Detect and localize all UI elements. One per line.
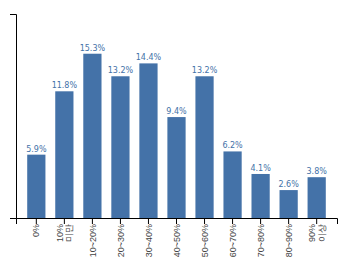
x-tick-mark: [288, 218, 289, 224]
x-tick: 70~80%: [256, 218, 266, 257]
bar: [167, 117, 185, 218]
x-tick-mark: [120, 218, 121, 224]
y-axis-line: [10, 15, 17, 219]
x-tick-mark: [92, 218, 93, 224]
x-tick-label: 10~20%: [88, 224, 98, 257]
x-tick-mark: [176, 218, 177, 224]
x-axis-line: [17, 219, 338, 225]
plot: 0% 10%미만 10~20% 20~30% 30~40% 40~50% 50~60% 60~…: [10, 15, 338, 258]
x-tick-label: 30~40%: [144, 224, 154, 257]
x-tick-label: 70~80%: [256, 224, 266, 257]
data-label: 2.6%: [278, 180, 299, 189]
chart: 0% 10%미만 10~20% 20~30% 30~40% 40~50% 50~60% 60~…: [0, 0, 347, 268]
x-tick-label: 60~70%: [228, 224, 238, 257]
x-tick: 30~40%: [144, 218, 154, 257]
bar: [111, 76, 129, 218]
x-tick: 80~90%: [284, 218, 294, 257]
data-label: 4.1%: [250, 164, 271, 173]
x-tick: 20~30%: [116, 218, 126, 257]
x-tick: 10~20%: [88, 218, 98, 257]
x-axis: 0% 10%미만 10~20% 20~30% 30~40% 40~50% 50~60% 60~…: [17, 218, 338, 257]
x-tick-label: 0%: [31, 224, 41, 237]
bars: [27, 54, 326, 218]
x-tick-mark: [316, 218, 317, 224]
data-label: 13.2%: [108, 66, 134, 75]
data-label: 11.8%: [52, 81, 78, 90]
x-tick-label: 20~30%: [116, 224, 126, 257]
bar: [223, 151, 241, 218]
bar: [139, 63, 157, 218]
bar: [83, 54, 101, 218]
bar: [280, 190, 298, 218]
x-tick-label: 80~90%: [284, 224, 294, 257]
x-tick-label: 40~50%: [172, 224, 182, 257]
bar: [308, 177, 326, 218]
x-tick-label: 90%이상: [307, 224, 327, 242]
bar: [195, 76, 213, 218]
x-tick-mark: [64, 218, 65, 224]
data-labels: 5.9%11.8%15.3%13.2%14.4%9.4%13.2%6.2%4.1…: [26, 44, 327, 189]
x-tick: 10%미만: [55, 218, 75, 242]
data-label: 13.2%: [192, 66, 218, 75]
x-tick: 60~70%: [228, 218, 238, 257]
y-axis: [10, 15, 17, 219]
x-tick-mark: [204, 218, 205, 224]
x-tick-mark: [148, 218, 149, 224]
x-tick-label: 10%미만: [55, 224, 75, 242]
bar: [251, 174, 269, 218]
x-tick-label: 50~60%: [200, 224, 210, 257]
x-tick: 90%이상: [307, 218, 327, 242]
data-label: 6.2%: [222, 141, 243, 150]
data-label: 3.8%: [307, 167, 328, 176]
data-label: 9.4%: [166, 107, 187, 116]
x-tick: 40~50%: [172, 218, 182, 257]
x-tick-mark: [260, 218, 261, 224]
x-tick: 0%: [31, 218, 41, 237]
x-tick: 50~60%: [200, 218, 210, 257]
bar: [55, 91, 73, 218]
data-label: 14.4%: [136, 53, 162, 62]
x-tick-mark: [36, 218, 37, 224]
data-label: 5.9%: [26, 145, 47, 154]
bar: [27, 155, 45, 218]
data-label: 15.3%: [80, 44, 106, 53]
x-tick-mark: [232, 218, 233, 224]
